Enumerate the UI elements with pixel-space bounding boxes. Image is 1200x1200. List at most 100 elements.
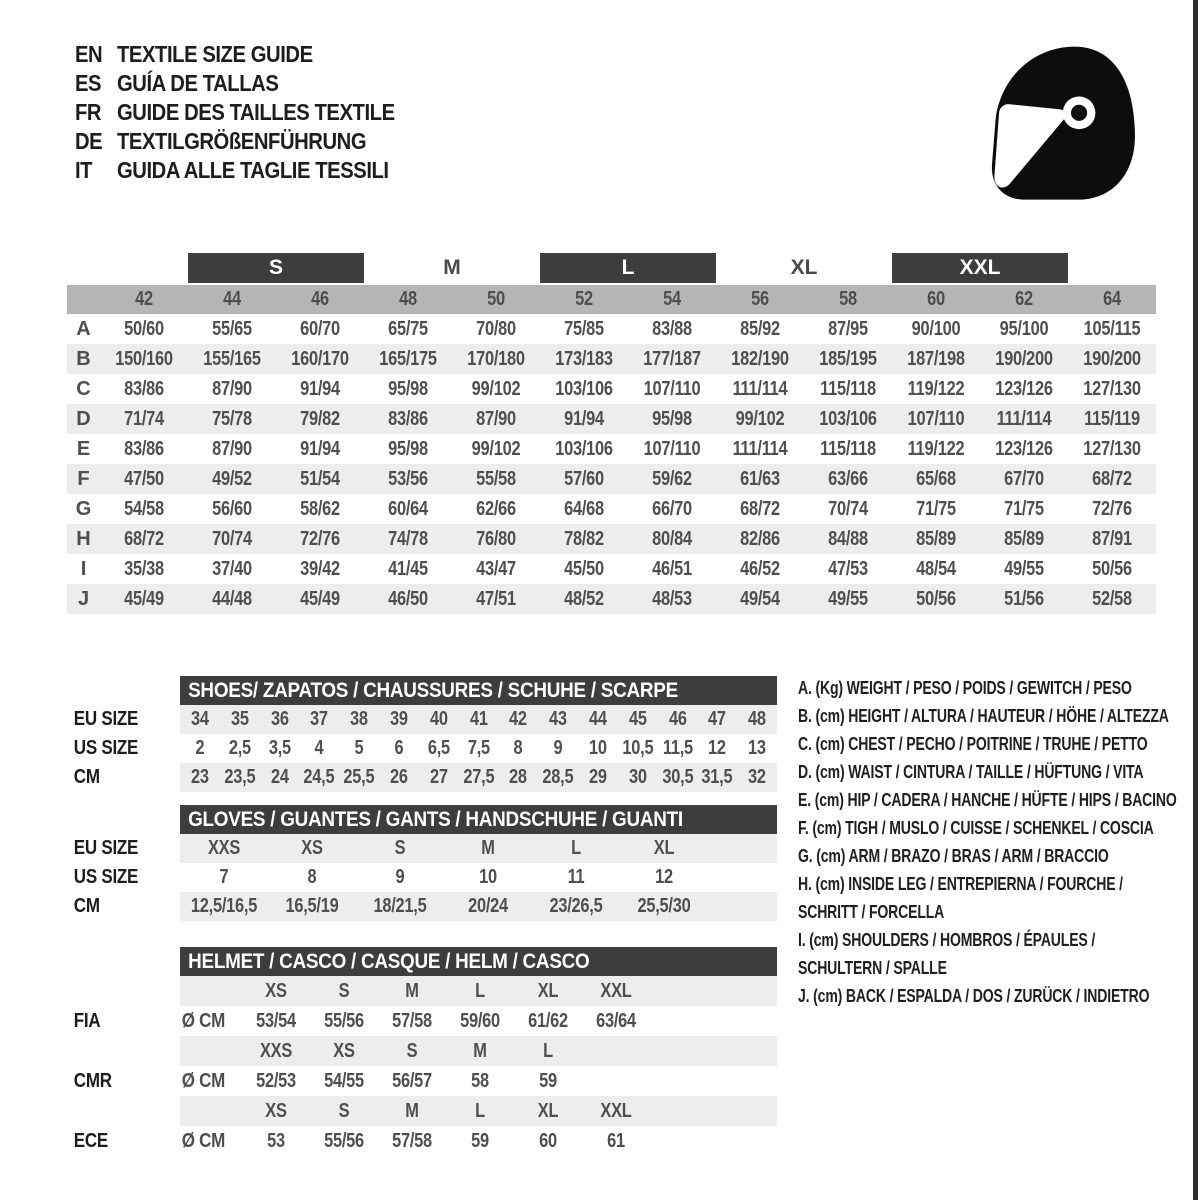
size-value-cell: 95/98 bbox=[388, 377, 428, 400]
helmet-values-row: FIA Ø CM 53/54 55/56 57/58 59/60 61/62 63/64 bbox=[67, 1006, 777, 1036]
helmet-size-label: XS bbox=[265, 1099, 287, 1122]
shoes-size-table: SHOES/ ZAPATOS / CHAUSSURES / SCHUHE / S… bbox=[67, 676, 777, 792]
numeric-size-label: 52 bbox=[575, 288, 593, 310]
size-value-cell: 111/114 bbox=[732, 377, 788, 400]
size-value-cell: 60/64 bbox=[388, 497, 428, 520]
size-value-cell: 75/85 bbox=[564, 317, 604, 340]
size-value-cell: 55/65 bbox=[212, 317, 252, 340]
row-values: Ø CM 52/53 54/55 56/57 58 59 bbox=[180, 1066, 777, 1096]
language-title: GUIDA ALLE TAGLIE TESSILI bbox=[117, 157, 389, 183]
shoes-table-body: EU SIZE 34 35 36 37 38 39 40 41 42 43 44 45 46 47 48 US … bbox=[67, 705, 777, 792]
language-code: ES bbox=[75, 70, 102, 96]
size-value-cell: 84/88 bbox=[828, 527, 868, 550]
language-title: GUÍA DE TALLAS bbox=[117, 70, 279, 96]
helmet-sizes-row: XS S M L XL XXL bbox=[67, 1096, 777, 1126]
helmet-size-table: HELMET / CASCO / CASQUE / HELM / CASCO X… bbox=[67, 947, 777, 1156]
size-value-cell: 91/94 bbox=[300, 437, 340, 460]
row-label-text: US SIZE bbox=[73, 866, 139, 888]
size-value-cell: 51/54 bbox=[300, 467, 340, 490]
size-value-cell: 105/115 bbox=[1083, 317, 1141, 340]
size-value-cell: 37/40 bbox=[212, 557, 252, 580]
size-value-cell: 27,5 bbox=[463, 766, 494, 788]
helmet-size-value: 61/62 bbox=[528, 1009, 568, 1032]
size-table-row: G 54/58 56/60 58/62 60/64 62/66 64/68 66/70 68/7… bbox=[67, 494, 1156, 524]
legend-item: F. (cm) TIGH / MUSLO / CUISSE / SCHENKEL… bbox=[798, 818, 1154, 838]
size-value-cell: 44 bbox=[589, 708, 607, 730]
size-group-header-row: S M L XL XXL bbox=[67, 253, 1156, 283]
size-value-cell: 95/98 bbox=[652, 407, 692, 430]
size-value-cell: 150/160 bbox=[115, 347, 173, 370]
size-value-cell: 23,5 bbox=[224, 766, 256, 788]
size-value-cell: 50/56 bbox=[916, 587, 956, 610]
gloves-title-bar: GLOVES / GUANTES / GANTS / HANDSCHUHE / … bbox=[180, 805, 777, 834]
gloves-row: US SIZE 7 8 9 10 11 12 bbox=[67, 863, 777, 892]
size-value-cell: XXS bbox=[207, 837, 241, 859]
language-title-list: EN TEXTILE SIZE GUIDE ES GUÍA DE TALLAS FR GU… bbox=[75, 40, 433, 185]
gloves-row: EU SIZE XXS XS S M L XL bbox=[67, 834, 777, 863]
size-value-cell: 30 bbox=[628, 766, 647, 788]
size-value-cell: 62/66 bbox=[476, 497, 516, 520]
helmet-size-value: 59 bbox=[471, 1129, 489, 1152]
diameter-unit-label: Ø CM bbox=[181, 1009, 226, 1032]
size-value-cell: 74/78 bbox=[388, 527, 428, 550]
helmet-size-value: 54/55 bbox=[324, 1069, 364, 1092]
numeric-size-label: 60 bbox=[927, 288, 945, 310]
helmet-sizes-row: XS S M L XL XXL bbox=[67, 976, 777, 1006]
measurement-letter: G bbox=[75, 497, 92, 520]
size-value-cell: 115/119 bbox=[1084, 407, 1140, 430]
size-value-cell: 70/74 bbox=[212, 527, 252, 550]
helmet-size-value: 60 bbox=[539, 1129, 557, 1152]
size-value-cell: 49/52 bbox=[212, 467, 252, 490]
size-group-label: XXL bbox=[892, 253, 1068, 283]
size-table-row: F 47/50 49/52 51/54 53/56 55/58 57/60 59/62 61/6… bbox=[67, 464, 1156, 494]
size-value-cell: 11 bbox=[567, 866, 585, 888]
size-value-cell: 6 bbox=[394, 737, 404, 759]
size-value-cell: 26 bbox=[390, 766, 408, 788]
legend-item: E. (cm) HIP / CADERA / HANCHE / HÜFTE / … bbox=[798, 790, 1177, 810]
size-value-cell: 185/195 bbox=[819, 347, 877, 370]
gloves-size-table: GLOVES / GUANTES / GANTS / HANDSCHUHE / … bbox=[67, 805, 777, 921]
legend-item: I. (cm) SHOULDERS / HOMBROS / ÉPAULES / … bbox=[798, 930, 1096, 978]
row-label: US SIZE bbox=[67, 734, 180, 763]
shoes-title-bar: SHOES/ ZAPATOS / CHAUSSURES / SCHUHE / S… bbox=[180, 676, 777, 705]
legend-item: J. (cm) BACK / ESPALDA / DOS / ZURÜCK / … bbox=[798, 986, 1150, 1006]
size-value-cell: 38 bbox=[350, 708, 368, 730]
size-value-cell: 65/75 bbox=[388, 317, 428, 340]
size-value-cell: 29 bbox=[589, 766, 607, 788]
size-value-cell: 32 bbox=[748, 766, 766, 788]
row-values: 2 2,5 3,5 4 5 6 6,5 7,5 8 9 10 10,5 11,5 12 13 bbox=[180, 734, 777, 763]
row-values: Ø CM 53 55/56 57/58 59 60 61 bbox=[180, 1126, 777, 1156]
size-value-cell: 91/94 bbox=[300, 377, 340, 400]
standard-label: CMR bbox=[67, 1066, 180, 1096]
size-value-cell: 50/60 bbox=[124, 317, 164, 340]
size-value-cell: 35/38 bbox=[124, 557, 164, 580]
size-group-label: S bbox=[188, 253, 364, 283]
size-value-cell: 47/51 bbox=[476, 587, 516, 610]
size-value-cell: 87/90 bbox=[212, 437, 252, 460]
measurement-letter: J bbox=[77, 587, 90, 610]
size-value-cell: 160/170 bbox=[291, 347, 349, 370]
size-value-cell: 87/90 bbox=[212, 377, 252, 400]
helmet-size-label: S bbox=[338, 979, 350, 1002]
size-value-cell: 103/106 bbox=[555, 377, 613, 400]
helmet-size-label: S bbox=[406, 1039, 418, 1062]
size-value-cell: 10 bbox=[589, 737, 607, 759]
size-value-cell: 71/74 bbox=[124, 407, 164, 430]
row-label: EU SIZE bbox=[67, 834, 180, 863]
row-label-text: EU SIZE bbox=[73, 837, 139, 859]
standard-label-text: FIA bbox=[73, 1009, 101, 1032]
size-value-cell: 37 bbox=[310, 708, 329, 730]
size-value-cell: 46/52 bbox=[740, 557, 780, 580]
size-value-cell: 67/70 bbox=[1004, 467, 1044, 490]
size-value-cell: 44/48 bbox=[212, 587, 252, 610]
language-code: FR bbox=[75, 99, 102, 125]
diameter-unit-label: Ø CM bbox=[181, 1129, 226, 1152]
size-value-cell: 72/76 bbox=[300, 527, 340, 550]
language-row: IT GUIDA ALLE TAGLIE TESSILI bbox=[75, 156, 433, 185]
size-value-cell: 45/50 bbox=[564, 557, 604, 580]
size-value-cell: 25,5/30 bbox=[637, 895, 691, 917]
measurement-letter: D bbox=[76, 407, 91, 430]
size-value-cell: 12 bbox=[708, 737, 727, 759]
apparel-size-table-body: A 50/60 55/65 60/70 65/75 70/80 75/85 83/88 85/9… bbox=[67, 314, 1156, 614]
